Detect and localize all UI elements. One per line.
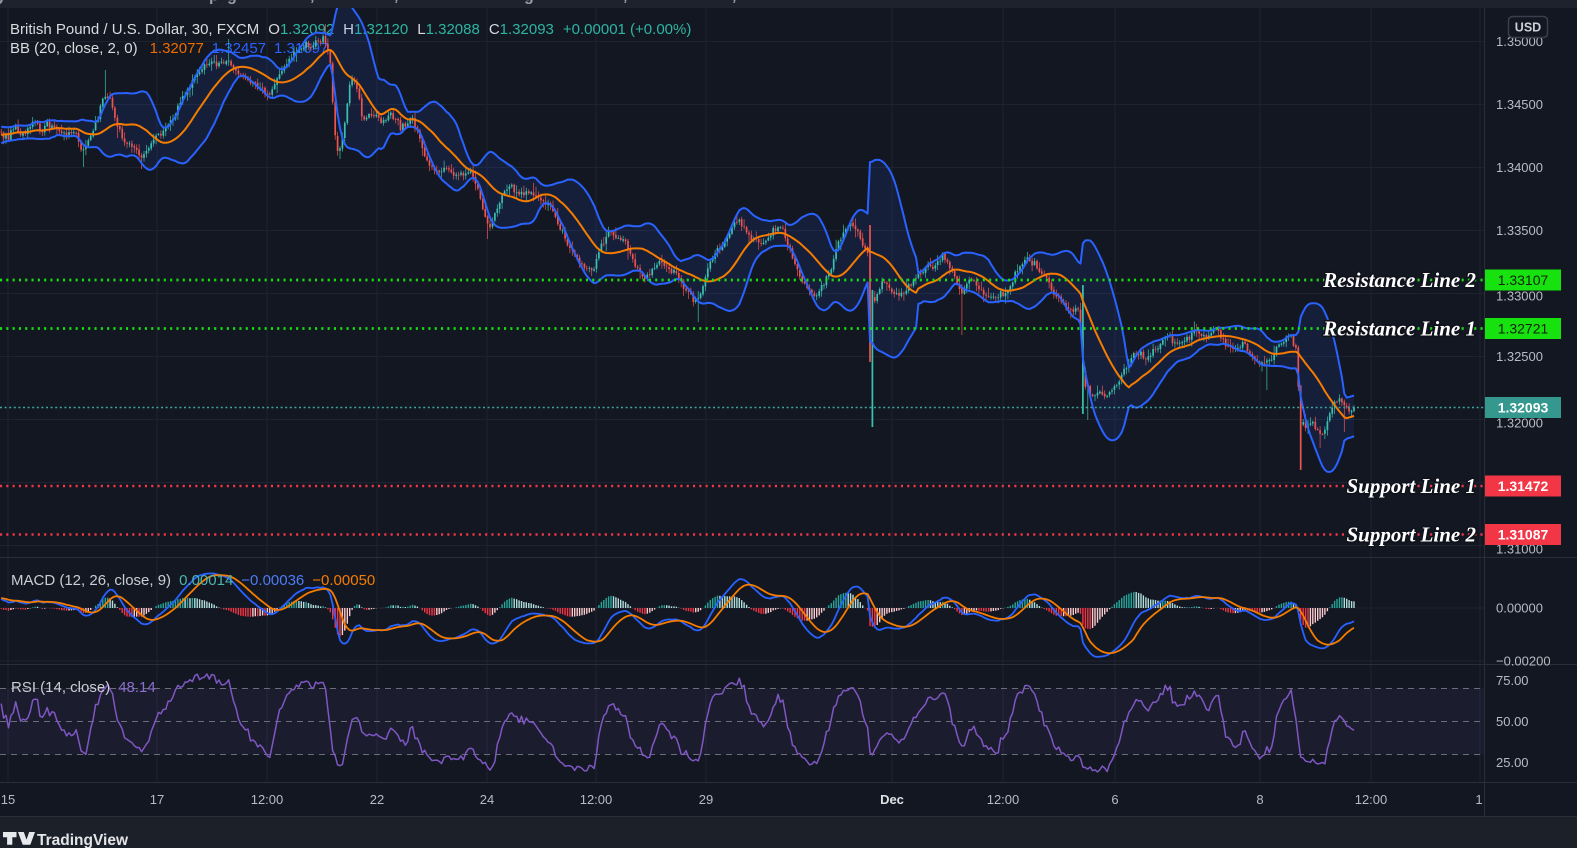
svg-text:1.32093: 1.32093 xyxy=(1498,399,1549,415)
svg-text:0.00000: 0.00000 xyxy=(1496,601,1543,616)
svg-text:,: , xyxy=(623,0,627,5)
svg-text:1.33000: 1.33000 xyxy=(1496,289,1543,304)
svg-text:1.33107: 1.33107 xyxy=(1498,272,1549,288)
svg-text:−0.00200: −0.00200 xyxy=(1496,654,1551,669)
svg-text:y: y xyxy=(0,0,6,5)
svg-text:12:00: 12:00 xyxy=(580,792,613,807)
svg-text:,: , xyxy=(310,0,314,5)
svg-text:24: 24 xyxy=(480,792,494,807)
svg-text:,: , xyxy=(732,0,736,5)
svg-text:Resistance Line 2: Resistance Line 2 xyxy=(1322,268,1476,292)
svg-text:Support Line 2: Support Line 2 xyxy=(1346,523,1476,547)
svg-text:25.00: 25.00 xyxy=(1496,755,1529,770)
svg-text:1.35000: 1.35000 xyxy=(1496,34,1543,49)
svg-text:50.00: 50.00 xyxy=(1496,714,1529,729)
svg-text:1.34500: 1.34500 xyxy=(1496,97,1543,112)
svg-text:1: 1 xyxy=(1475,792,1482,807)
svg-text:12:00: 12:00 xyxy=(251,792,284,807)
svg-text:1.31087: 1.31087 xyxy=(1498,526,1549,542)
svg-text:22: 22 xyxy=(370,792,384,807)
svg-text:Support Line 1: Support Line 1 xyxy=(1346,474,1476,498)
svg-text:USD: USD xyxy=(1515,21,1541,35)
svg-text:Dec: Dec xyxy=(880,792,904,807)
svg-text:1.32000: 1.32000 xyxy=(1496,416,1543,431)
svg-text:12:00: 12:00 xyxy=(1355,792,1388,807)
svg-text:1.34000: 1.34000 xyxy=(1496,160,1543,175)
svg-text:75.00: 75.00 xyxy=(1496,673,1529,688)
svg-text:8: 8 xyxy=(1256,792,1263,807)
svg-text:British Pound / U.S. Dollar, 3: British Pound / U.S. Dollar, 30, FXCM O1.… xyxy=(10,21,691,38)
svg-text:g: g xyxy=(227,0,237,5)
svg-text:g: g xyxy=(524,0,534,5)
svg-text:MACD (12, 26, close, 9)0.00014: MACD (12, 26, close, 9) 0.00014 −0.00036 −0… xyxy=(11,572,375,589)
svg-text:15: 15 xyxy=(1,792,15,807)
svg-text:29: 29 xyxy=(699,792,713,807)
svg-text:1.31472: 1.31472 xyxy=(1498,478,1549,494)
svg-text:6: 6 xyxy=(1111,792,1118,807)
svg-text:17: 17 xyxy=(150,792,164,807)
svg-text:RSI (14, close)48.14: RSI (14, close) 48.14 xyxy=(11,679,156,696)
svg-text:12:00: 12:00 xyxy=(987,792,1020,807)
svg-text:p: p xyxy=(209,0,219,5)
svg-text:1.33500: 1.33500 xyxy=(1496,223,1543,238)
svg-text:1.31000: 1.31000 xyxy=(1496,542,1543,557)
svg-text:1.32500: 1.32500 xyxy=(1496,349,1543,364)
svg-text:TradingView: TradingView xyxy=(37,832,129,848)
svg-text:Resistance Line 1: Resistance Line 1 xyxy=(1322,317,1476,341)
svg-text:1.32721: 1.32721 xyxy=(1498,320,1549,336)
svg-text:,: , xyxy=(394,0,398,5)
